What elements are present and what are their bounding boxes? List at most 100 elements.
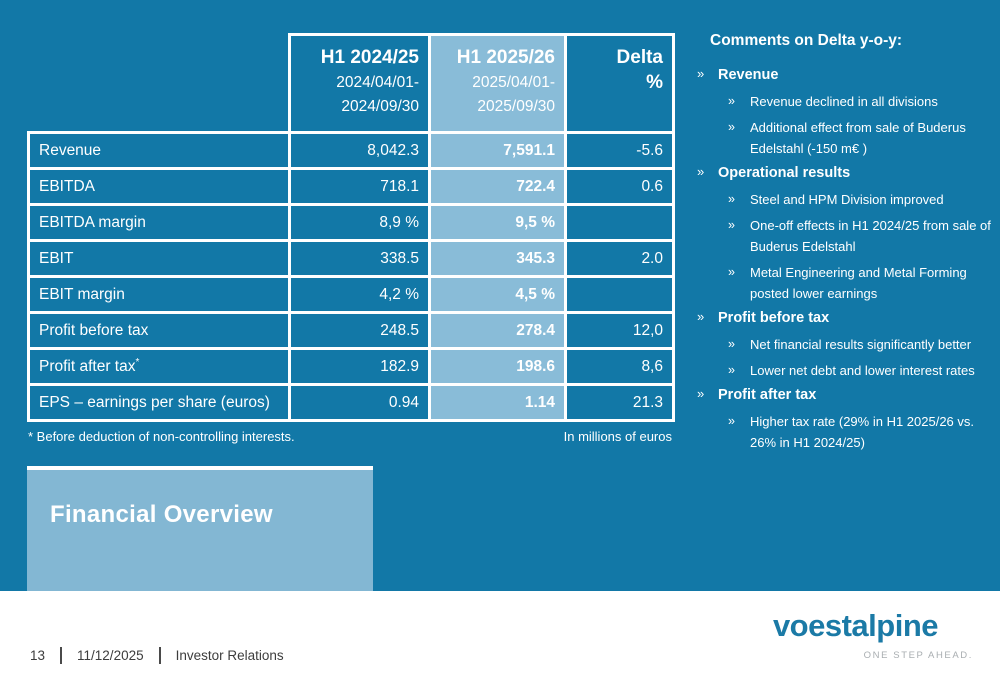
chevron-bullet-icon: »: [697, 309, 705, 324]
column-period-start: 2025/04/01-: [472, 74, 555, 91]
section-title: Profit after tax: [718, 387, 817, 403]
table-unit-note: In millions of euros: [563, 429, 672, 444]
value-h1-2025-26: 7,591.1: [428, 131, 567, 170]
comment-item: » One-off effects in H1 2024/25 from sal…: [728, 215, 995, 257]
row-label: Profit after tax*: [27, 347, 291, 386]
comment-text: Metal Engineering and Metal Forming post…: [750, 265, 967, 301]
comment-text: Revenue declined in all divisions: [750, 94, 938, 109]
section-title: Revenue: [718, 67, 779, 83]
chevron-bullet-icon: »: [728, 94, 735, 108]
comment-text: Net financial results significantly bett…: [750, 337, 972, 352]
row-label: EPS – earnings per share (euros): [27, 383, 291, 422]
table-row: Profit before tax 248.5 278.4 12,0: [27, 311, 675, 350]
value-h1-2025-26: 722.4: [428, 167, 567, 206]
value-h1-2025-26: 198.6: [428, 347, 567, 386]
value-h1-2024-25: 4,2 %: [288, 275, 431, 314]
page-title: Financial Overview: [50, 501, 273, 528]
footer-divider: [60, 647, 63, 664]
row-label: EBIT margin: [27, 275, 291, 314]
header-h1-2025-26: H1 2025/26 2025/04/01- 2025/09/30: [428, 33, 567, 134]
table-row: EPS – earnings per share (euros) 0.94 1.…: [27, 383, 675, 422]
value-h1-2025-26: 278.4: [428, 311, 567, 350]
comment-section-profit-after-tax: » Profit after tax » Higher tax rate (29…: [697, 386, 995, 453]
header-h1-2024-25: H1 2024/25 2024/04/01- 2024/09/30: [288, 33, 431, 134]
value-delta: 2.0: [564, 239, 675, 278]
header-delta: Delta %: [564, 33, 675, 134]
section-title: Operational results: [718, 165, 851, 181]
comment-item: » Net financial results significantly be…: [728, 334, 995, 355]
table-row: Profit after tax* 182.9 198.6 8,6: [27, 347, 675, 386]
value-delta: -5.6: [564, 131, 675, 170]
value-delta: [564, 203, 675, 242]
column-title: Delta: [616, 47, 663, 68]
table-row: EBITDA margin 8,9 % 9,5 %: [27, 203, 675, 242]
comment-text: Higher tax rate (29% in H1 2025/26 vs. 2…: [750, 414, 975, 450]
footer-divider: [158, 647, 161, 664]
slide-footer: 13 11/12/2025 Investor Relations: [30, 647, 284, 664]
comments-panel: Comments on Delta y-o-y: » Revenue » Rev…: [697, 31, 995, 458]
row-label-text: Profit after tax: [39, 358, 136, 376]
comment-text: Steel and HPM Division improved: [750, 192, 944, 207]
chevron-bullet-icon: »: [728, 363, 735, 377]
comment-section-revenue: » Revenue » Revenue declined in all divi…: [697, 66, 995, 159]
value-h1-2024-25: 338.5: [288, 239, 431, 278]
value-h1-2024-25: 718.1: [288, 167, 431, 206]
value-delta: 0.6: [564, 167, 675, 206]
value-h1-2024-25: 248.5: [288, 311, 431, 350]
chevron-bullet-icon: »: [728, 265, 735, 279]
value-delta: 12,0: [564, 311, 675, 350]
chevron-bullet-icon: »: [697, 66, 705, 81]
column-unit: %: [646, 72, 663, 93]
voestalpine-logo: voestalpine: [772, 608, 939, 643]
value-delta: 21.3: [564, 383, 675, 422]
chevron-bullet-icon: »: [728, 192, 735, 206]
row-label: EBIT: [27, 239, 291, 278]
value-h1-2025-26: 9,5 %: [428, 203, 567, 242]
comment-text: Lower net debt and lower interest rates: [750, 363, 975, 378]
value-h1-2024-25: 8,9 %: [288, 203, 431, 242]
title-accent-line: [27, 466, 373, 470]
financial-table: H1 2024/25 2024/04/01- 2024/09/30 H1 202…: [27, 33, 675, 422]
chevron-bullet-icon: »: [697, 164, 705, 179]
comment-text: Additional effect from sale of Buderus E…: [750, 120, 966, 156]
value-h1-2024-25: 8,042.3: [288, 131, 431, 170]
chevron-bullet-icon: »: [728, 414, 735, 428]
comment-item: » Revenue declined in all divisions: [728, 91, 995, 112]
column-title: H1 2025/26: [456, 47, 555, 68]
footnote-marker: *: [135, 356, 140, 368]
comment-item: » Additional effect from sale of Buderus…: [728, 117, 995, 159]
slide-title-box: Financial Overview: [27, 470, 373, 591]
value-h1-2025-26: 345.3: [428, 239, 567, 278]
comments-heading: Comments on Delta y-o-y:: [710, 32, 903, 49]
row-label: Revenue: [27, 131, 291, 170]
header-empty-cell: [29, 35, 290, 133]
comment-item: » Steel and HPM Division improved: [728, 189, 995, 210]
chevron-bullet-icon: »: [697, 386, 705, 401]
page-number: 13: [30, 648, 46, 663]
slide-date: 11/12/2025: [77, 648, 144, 663]
row-label: EBITDA margin: [27, 203, 291, 242]
column-title: H1 2024/25: [320, 47, 419, 68]
comment-item: » Metal Engineering and Metal Forming po…: [728, 262, 995, 304]
table-row: EBIT 338.5 345.3 2.0: [27, 239, 675, 278]
footer-label: Investor Relations: [175, 648, 284, 663]
value-delta: 8,6: [564, 347, 675, 386]
table-footnote: * Before deduction of non-controlling in…: [28, 429, 295, 444]
comment-item: » Lower net debt and lower interest rate…: [728, 360, 995, 381]
section-title: Profit before tax: [718, 310, 830, 326]
comment-section-operational-results: » Operational results » Steel and HPM Di…: [697, 164, 995, 304]
chevron-bullet-icon: »: [728, 218, 735, 232]
chevron-bullet-icon: »: [728, 120, 735, 134]
value-h1-2024-25: 182.9: [288, 347, 431, 386]
table-row: EBIT margin 4,2 % 4,5 %: [27, 275, 675, 314]
logo-tagline: ONE STEP AHEAD.: [863, 650, 973, 661]
comment-text: One-off effects in H1 2024/25 from sale …: [750, 218, 991, 254]
value-delta: [564, 275, 675, 314]
comment-item: » Higher tax rate (29% in H1 2025/26 vs.…: [728, 411, 995, 453]
column-period-end: 2025/09/30: [477, 98, 555, 115]
row-label: EBITDA: [27, 167, 291, 206]
value-h1-2024-25: 0.94: [288, 383, 431, 422]
table-row: EBITDA 718.1 722.4 0.6: [27, 167, 675, 206]
value-h1-2025-26: 4,5 %: [428, 275, 567, 314]
